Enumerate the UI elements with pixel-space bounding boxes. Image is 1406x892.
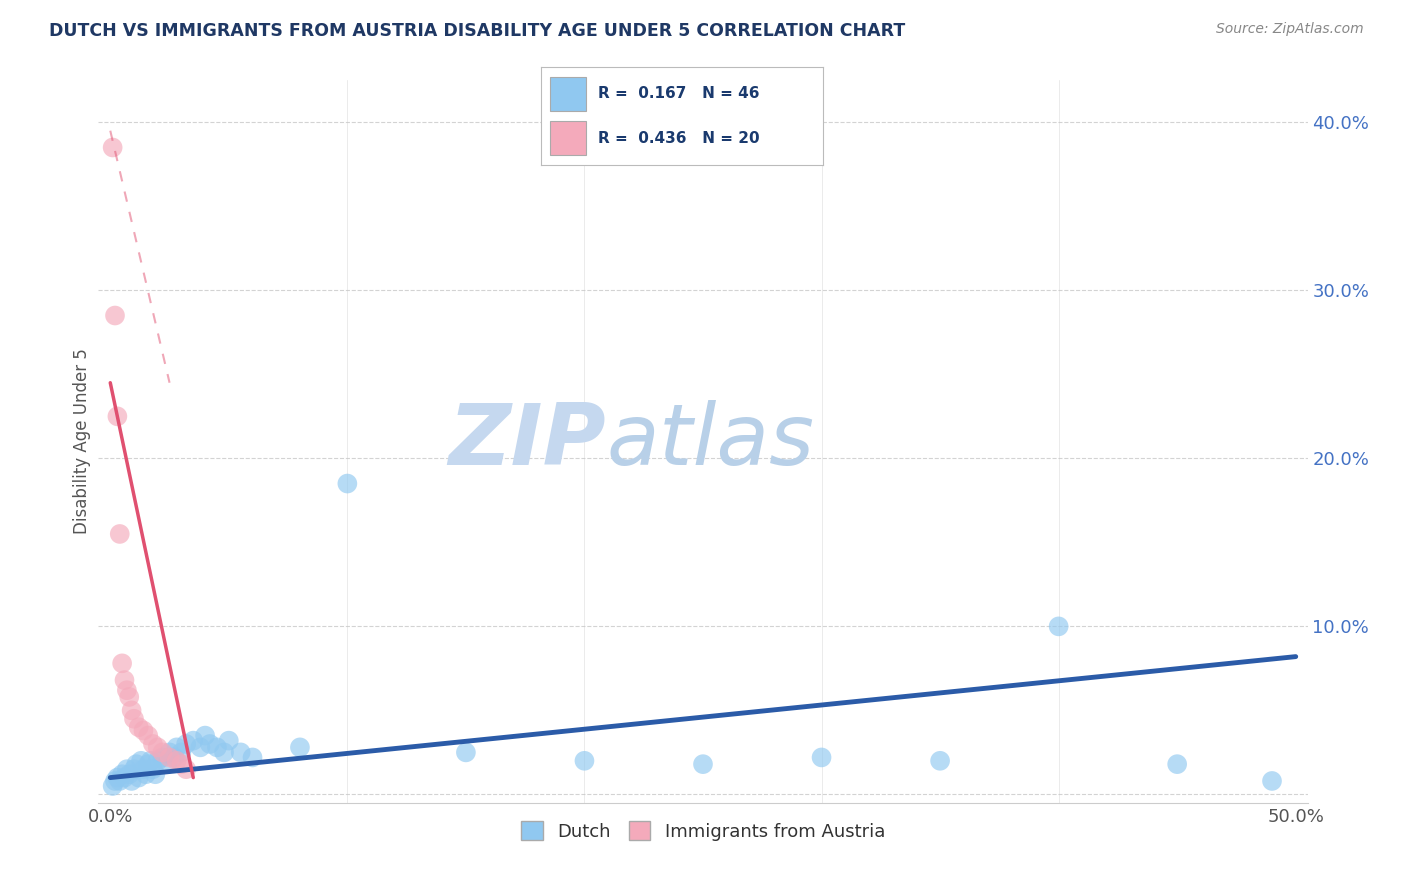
Point bbox=[692, 757, 714, 772]
Point bbox=[174, 762, 197, 776]
Point bbox=[1047, 619, 1070, 633]
Y-axis label: Disability Age Under 5: Disability Age Under 5 bbox=[73, 349, 91, 534]
Point bbox=[146, 740, 169, 755]
Text: ZIP: ZIP bbox=[449, 400, 606, 483]
Point bbox=[111, 657, 134, 671]
Point bbox=[132, 762, 155, 776]
Point bbox=[114, 673, 136, 687]
Point bbox=[174, 737, 197, 751]
Point bbox=[336, 476, 359, 491]
Text: R =  0.167   N = 46: R = 0.167 N = 46 bbox=[598, 87, 759, 102]
Point bbox=[105, 771, 128, 785]
Point bbox=[198, 737, 221, 751]
Point bbox=[114, 771, 136, 785]
Point bbox=[108, 527, 131, 541]
Point bbox=[574, 754, 596, 768]
Point bbox=[125, 757, 148, 772]
Point bbox=[128, 720, 150, 734]
Point bbox=[146, 754, 169, 768]
Point bbox=[104, 774, 127, 789]
Point bbox=[170, 757, 193, 772]
Point bbox=[121, 774, 143, 789]
Point bbox=[1261, 774, 1284, 789]
Point bbox=[810, 750, 832, 764]
Point bbox=[118, 690, 141, 704]
Point bbox=[122, 712, 145, 726]
Point bbox=[242, 750, 264, 764]
Point bbox=[115, 762, 138, 776]
Point bbox=[128, 771, 150, 785]
Legend: Dutch, Immigrants from Austria: Dutch, Immigrants from Austria bbox=[513, 814, 893, 848]
Point bbox=[136, 729, 159, 743]
Point bbox=[142, 762, 165, 776]
Text: R =  0.436   N = 20: R = 0.436 N = 20 bbox=[598, 130, 759, 145]
Point bbox=[115, 683, 138, 698]
Point bbox=[136, 757, 159, 772]
Point bbox=[108, 774, 131, 789]
Point bbox=[142, 737, 165, 751]
Point bbox=[159, 745, 181, 759]
Point bbox=[118, 767, 141, 781]
Point bbox=[101, 779, 124, 793]
Point bbox=[139, 754, 162, 768]
Point bbox=[132, 723, 155, 738]
Point bbox=[1166, 757, 1188, 772]
Point bbox=[121, 703, 143, 717]
Point bbox=[152, 745, 174, 759]
Point bbox=[163, 750, 186, 764]
Point bbox=[166, 754, 188, 768]
Point bbox=[229, 745, 252, 759]
Point bbox=[101, 140, 124, 154]
Point bbox=[454, 745, 477, 759]
Point bbox=[205, 740, 228, 755]
Bar bbox=[550, 77, 586, 112]
Bar bbox=[550, 121, 586, 155]
Point bbox=[166, 740, 188, 755]
Point bbox=[143, 767, 166, 781]
Point bbox=[129, 754, 152, 768]
Point bbox=[181, 733, 204, 747]
Text: atlas: atlas bbox=[606, 400, 814, 483]
Point bbox=[135, 767, 157, 781]
Point bbox=[122, 762, 145, 776]
Point bbox=[170, 745, 193, 759]
Text: Source: ZipAtlas.com: Source: ZipAtlas.com bbox=[1216, 22, 1364, 37]
Point bbox=[111, 767, 134, 781]
Point bbox=[159, 750, 181, 764]
Text: DUTCH VS IMMIGRANTS FROM AUSTRIA DISABILITY AGE UNDER 5 CORRELATION CHART: DUTCH VS IMMIGRANTS FROM AUSTRIA DISABIL… bbox=[49, 22, 905, 40]
Point bbox=[190, 740, 212, 755]
Point bbox=[104, 309, 127, 323]
Point bbox=[156, 757, 179, 772]
Point bbox=[212, 745, 235, 759]
Point bbox=[152, 750, 174, 764]
Point bbox=[929, 754, 952, 768]
Point bbox=[194, 729, 217, 743]
Point bbox=[218, 733, 240, 747]
Point bbox=[288, 740, 311, 755]
Point bbox=[105, 409, 128, 424]
